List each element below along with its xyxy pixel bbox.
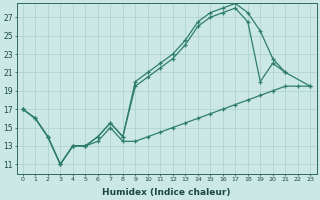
X-axis label: Humidex (Indice chaleur): Humidex (Indice chaleur) bbox=[102, 188, 231, 197]
